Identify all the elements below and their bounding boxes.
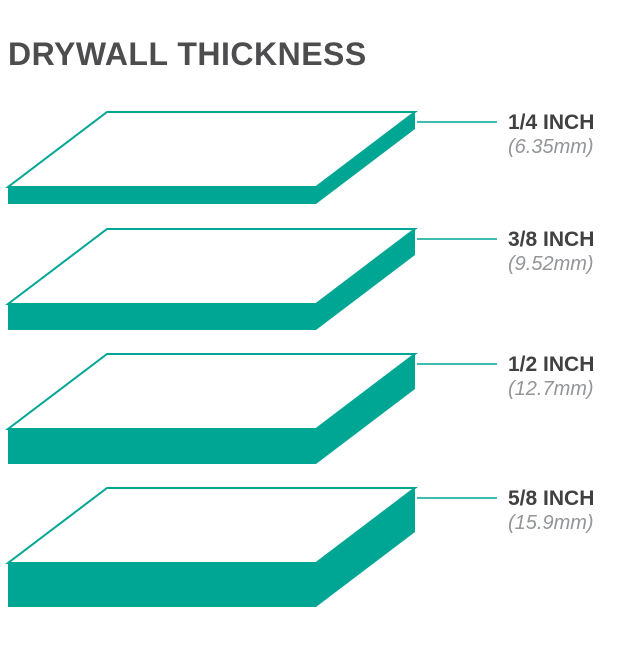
- metric-label: (6.35mm): [508, 136, 594, 158]
- label-group-half-inch: 1/2 INCH (12.7mm): [508, 352, 623, 401]
- slab-right-face: [316, 354, 415, 464]
- inch-label: 1/2 INCH: [508, 353, 595, 376]
- slab-top-face: [5, 111, 418, 188]
- label-group-five-eighths-inch: 5/8 INCH (15.9mm): [508, 486, 623, 535]
- metric-label: (9.52mm): [508, 253, 594, 275]
- page-title: DRYWALL THICKNESS: [8, 36, 367, 72]
- slab-1: [5, 111, 497, 204]
- inch-label: 1/4 INCH: [508, 111, 595, 134]
- slab-right-face: [316, 229, 415, 330]
- slab-front-face: [8, 429, 316, 464]
- slab-right-face: [316, 488, 415, 607]
- metric-label: (12.7mm): [508, 378, 594, 400]
- label-group-quarter-inch: 1/4 INCH (6.35mm): [508, 110, 623, 159]
- inch-label: 5/8 INCH: [508, 487, 595, 510]
- slab-right-face: [316, 112, 415, 204]
- metric-label: (15.9mm): [508, 512, 594, 534]
- label-group-three-eighths-inch: 3/8 INCH (9.52mm): [508, 227, 623, 276]
- slab-front-face: [8, 563, 316, 607]
- slab-2: [5, 228, 497, 330]
- slab-front-face: [8, 304, 316, 330]
- slab-front-face: [8, 187, 316, 204]
- slab-3: [5, 353, 497, 464]
- slab-4: [5, 487, 497, 607]
- inch-label: 3/8 INCH: [508, 228, 595, 251]
